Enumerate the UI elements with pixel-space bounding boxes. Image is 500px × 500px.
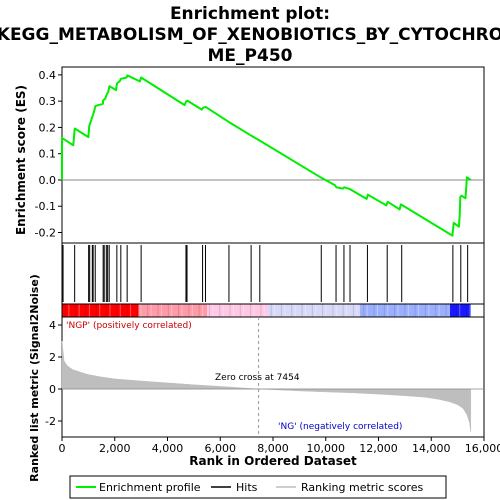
es-y-axis-label: Enrichment score (ES)	[14, 85, 28, 235]
chart-title-line-1: Enrichment plot:	[170, 4, 330, 24]
x-tick-label: 2,000	[99, 442, 131, 455]
legend-box	[69, 475, 447, 499]
es-y-tick-label: 0.4	[39, 69, 57, 82]
heatmap-segment	[207, 304, 268, 317]
metric-y-axis-label: Ranked list metric (Signal2Noise)	[28, 274, 41, 482]
legend-label-hits: Hits	[236, 481, 258, 494]
x-tick-label: 12,000	[359, 442, 398, 455]
metric-y-tick-label: 2	[49, 351, 56, 364]
heatmap-segment	[449, 304, 471, 317]
metric-y-tick-label: 4	[49, 319, 56, 332]
positive-correlation-label: 'NGP' (positively correlated)	[66, 321, 192, 331]
es-y-tick-label: -0.1	[35, 200, 56, 213]
heatmap-segment	[62, 304, 139, 317]
hits-panel-frame	[61, 242, 485, 305]
es-y-tick-label: 0.0	[39, 174, 57, 187]
negative-correlation-label: 'NG' (negatively correlated)	[278, 422, 402, 432]
x-tick-label: 16,000	[465, 442, 500, 455]
zero-cross-label: Zero cross at 7454	[215, 373, 300, 383]
es-y-tick-label: 0.1	[39, 148, 57, 161]
heatmap-segment	[267, 304, 361, 317]
chart-title-line-2: KEGG_METABOLISM_OF_XENOBIOTICS_BY_CYTOCH…	[0, 25, 500, 45]
chart-title-line-3: ME_P450	[208, 46, 293, 66]
x-tick-label: 4,000	[152, 442, 184, 455]
legend-label-ranking-metric: Ranking metric scores	[301, 481, 423, 494]
ranking-metric-area	[61, 340, 472, 433]
metric-y-tick-label: -2	[45, 415, 56, 428]
enrichment-profile-line	[61, 74, 472, 237]
legend-label-enrichment-profile: Enrichment profile	[99, 481, 201, 494]
es-y-tick-label: -0.2	[35, 226, 56, 239]
x-axis-label: Rank in Ordered Dataset	[189, 454, 357, 468]
heatmap-empty	[470, 304, 484, 317]
x-tick-label: 8,000	[257, 442, 289, 455]
x-tick-label: 14,000	[412, 442, 451, 455]
heatmap-segment	[360, 304, 450, 317]
x-tick-label: 10,000	[307, 442, 346, 455]
x-tick-label: 0	[59, 442, 66, 455]
metric-y-tick-label: 0	[49, 383, 56, 396]
es-y-tick-label: 0.3	[39, 95, 57, 108]
x-tick-label: 6,000	[205, 442, 237, 455]
es-y-tick-label: 0.2	[39, 121, 57, 134]
heatmap-segment	[138, 304, 208, 317]
